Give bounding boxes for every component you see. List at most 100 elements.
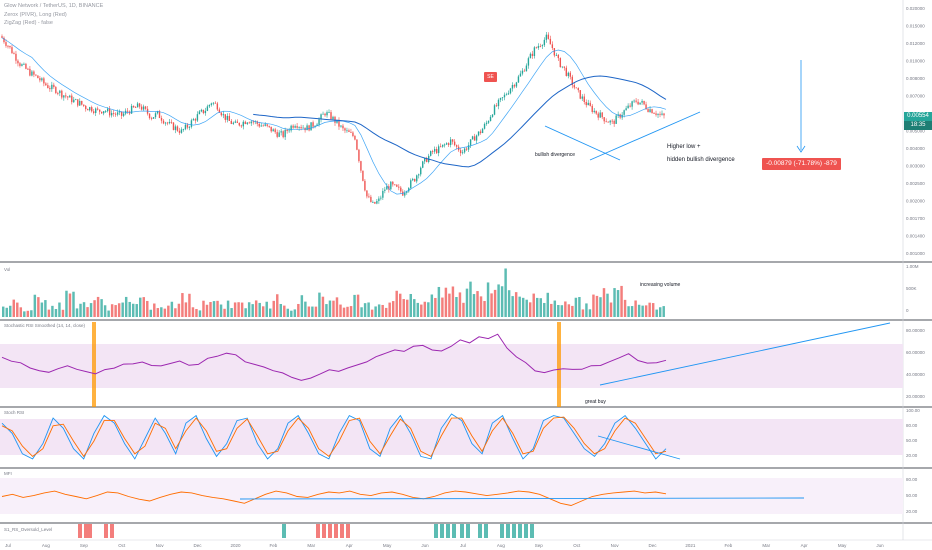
candle-body (533, 47, 536, 56)
price-axis-tick: 0.001000 (906, 251, 925, 256)
candle-body (481, 128, 484, 134)
candle-body (188, 126, 191, 128)
candle-body (198, 111, 201, 115)
stoch-band (0, 419, 903, 455)
candle-body (342, 125, 344, 129)
candle-body (332, 116, 334, 120)
candle-body (134, 107, 137, 108)
time-axis-tick: Oct (573, 543, 581, 548)
candle-body (479, 131, 482, 134)
candle-body (97, 108, 99, 110)
volume-bar (30, 310, 33, 317)
candle-body (330, 112, 332, 120)
candle-body (184, 124, 187, 130)
time-axis-tick: May (838, 543, 847, 548)
candle-body (485, 122, 488, 124)
candle-body (272, 129, 274, 132)
signal-red-block (110, 524, 114, 538)
candle-body (79, 100, 81, 106)
candle-body (555, 54, 558, 56)
volume-bar (536, 297, 539, 317)
candle-body (248, 122, 250, 124)
volume-bar (160, 307, 163, 317)
candle-body (302, 127, 304, 129)
candle-body (294, 126, 296, 128)
volume-bar (623, 299, 627, 317)
candle-body (509, 88, 512, 94)
time-axis-tick: Jun (421, 543, 429, 548)
volume-bar (469, 281, 472, 317)
volume-bar (370, 309, 374, 317)
time-axis-tick: Apr (346, 543, 354, 548)
volume-bar (335, 297, 339, 317)
candle-body (477, 131, 480, 136)
candle-body (374, 202, 376, 204)
volume-bar (553, 300, 557, 317)
candle-body (29, 68, 31, 76)
candle-body (475, 135, 478, 141)
volume-bar (532, 293, 535, 317)
volume-bar (19, 307, 23, 317)
candle-body (601, 112, 603, 118)
time-axis-tick: Jul (460, 543, 466, 548)
candle-body (87, 109, 89, 111)
candle-body (439, 146, 442, 148)
candle-body (563, 66, 566, 68)
candle-body (487, 121, 490, 123)
candle-body (629, 105, 631, 107)
volume-bar (500, 286, 504, 317)
candle-body (170, 121, 173, 123)
price-axis-tick: 0.004000 (906, 146, 925, 151)
candle-body (659, 113, 661, 115)
candle-body (408, 188, 410, 192)
candle-body (605, 121, 607, 123)
candle-body (386, 186, 388, 190)
candle-body (67, 96, 69, 98)
candle-body (120, 111, 123, 116)
candle-body (541, 45, 544, 47)
volume-bar (103, 305, 107, 317)
candle-body (370, 196, 372, 203)
volume-bar (651, 303, 655, 317)
volume-bar (205, 304, 209, 317)
candle-body (116, 112, 119, 115)
candle-body (649, 109, 651, 112)
volume-bar (226, 300, 230, 317)
candle-body (453, 141, 456, 146)
volume-bar (265, 301, 268, 317)
volume-bar (142, 297, 145, 317)
volume-bar (384, 307, 388, 317)
candle-body (15, 53, 17, 61)
signal-pane-label: S1_RS_Oversold_Level (4, 527, 52, 532)
rsi-line (1, 333, 667, 381)
volume-bar (61, 309, 65, 317)
volume-bar (191, 307, 195, 317)
candle-body (190, 120, 193, 127)
volume-bar (244, 308, 247, 317)
rsi-axis-tick: 80.00000 (906, 328, 925, 333)
candle-body (7, 45, 9, 47)
volume-bar (86, 307, 89, 317)
price-axis-tick: 0.020000 (906, 6, 925, 11)
candle-body (260, 125, 262, 127)
candle-body (118, 111, 121, 113)
volume-bar (511, 296, 514, 317)
candle-body (366, 190, 368, 197)
candle-body (43, 78, 45, 84)
candle-body (441, 144, 444, 147)
candle-body (471, 136, 474, 140)
time-axis-tick: Sep (80, 543, 89, 548)
volume-bar (395, 290, 398, 317)
candle-body (37, 75, 39, 79)
signal-red-block (104, 524, 108, 538)
candle-body (112, 113, 115, 114)
volume-bar (592, 294, 595, 317)
candle-body (216, 103, 219, 110)
candle-body (350, 131, 352, 133)
volume-bar (290, 310, 293, 317)
volume-bar (82, 302, 86, 317)
candle-body (106, 108, 109, 112)
candle-body (244, 121, 246, 124)
candle-body (661, 113, 663, 115)
candle-body (258, 123, 260, 127)
